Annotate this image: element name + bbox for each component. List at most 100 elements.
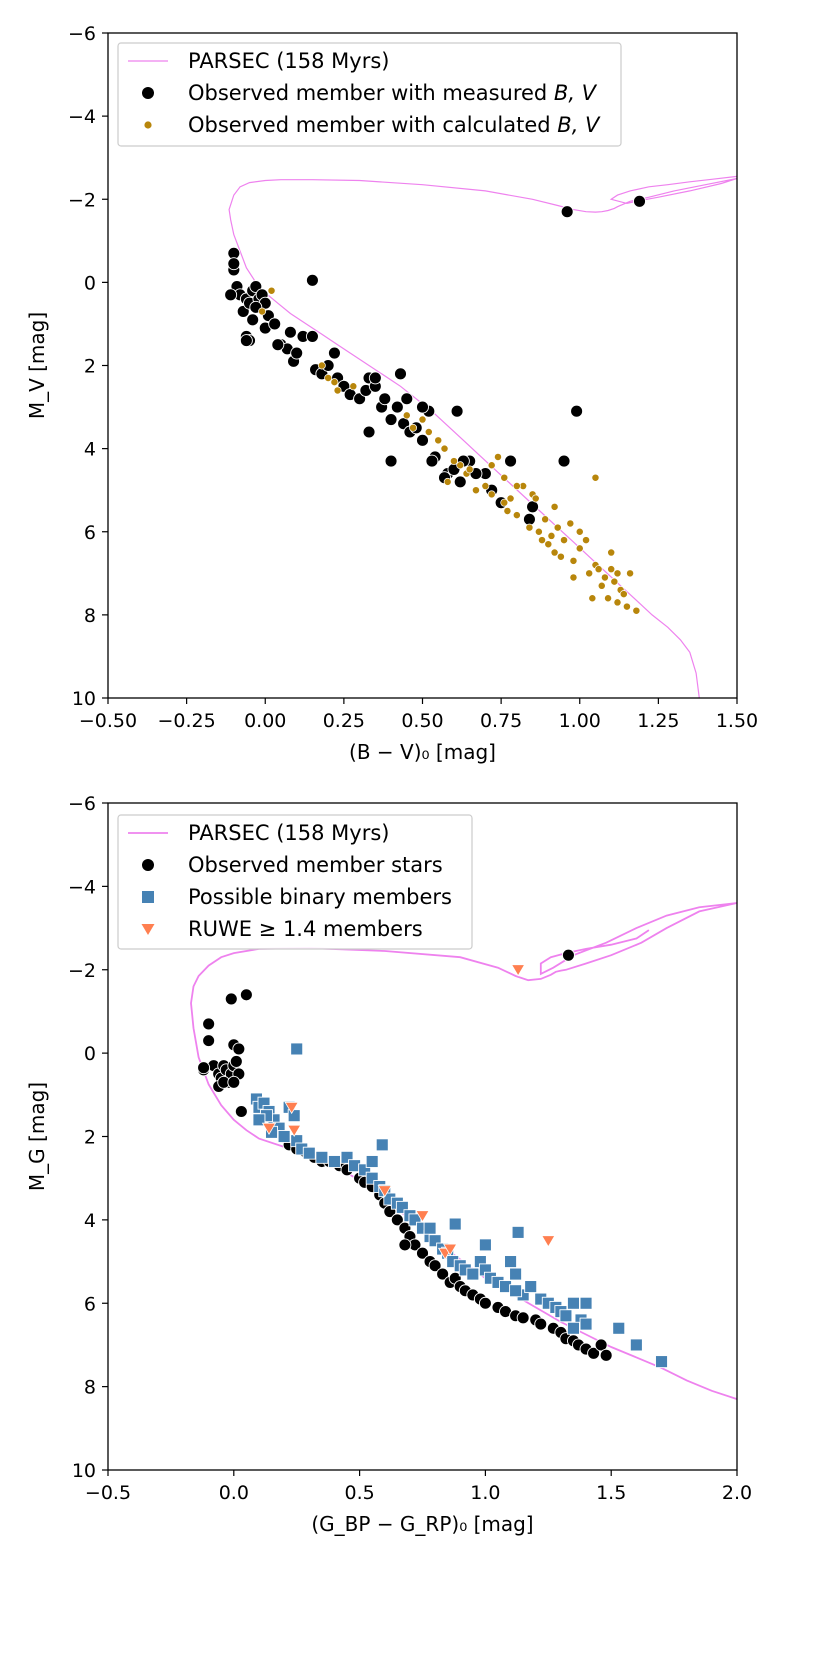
data-point <box>239 334 253 348</box>
y-tick-label: 0 <box>84 1043 96 1065</box>
data-point <box>522 512 536 526</box>
isochrone-line <box>228 175 737 698</box>
data-point <box>472 486 480 495</box>
top-y-ticks: −6 −4 −2 0 2 4 6 8 10 <box>68 23 108 710</box>
data-point <box>597 581 606 590</box>
y-tick-label: 2 <box>84 356 96 378</box>
legend-label: Observed member stars <box>188 853 443 877</box>
top-y-axis-label: M_V [mag] <box>25 312 49 419</box>
data-point <box>284 1101 299 1115</box>
data-point <box>202 1017 216 1031</box>
bottom-y-axis-label: M_G [mag] <box>25 1082 49 1191</box>
data-point <box>283 325 297 339</box>
data-point <box>541 1235 556 1248</box>
y-tick-label: 10 <box>72 1460 96 1482</box>
data-point <box>268 317 282 331</box>
data-point <box>516 1311 530 1325</box>
x-tick-label: 1.5 <box>596 1482 626 1504</box>
y-tick-label: 4 <box>84 439 96 461</box>
legend-box <box>117 814 473 950</box>
x-tick-label: 1.25 <box>637 710 679 732</box>
data-point <box>567 1296 580 1310</box>
x-tick-label: 0.75 <box>480 710 522 732</box>
data-point <box>418 415 427 424</box>
data-point <box>267 286 276 295</box>
bottom-y-ticks: −6 −4 −2 0 2 4 6 8 10 <box>68 793 108 1482</box>
x-tick-label: 1.50 <box>716 710 758 732</box>
data-point <box>587 1346 601 1360</box>
data-point <box>594 1338 608 1352</box>
data-point <box>271 338 285 352</box>
data-point <box>557 454 571 468</box>
data-point <box>377 1185 392 1198</box>
data-point <box>607 548 616 557</box>
data-point <box>224 992 238 1006</box>
data-point <box>561 948 575 962</box>
data-point <box>494 452 502 461</box>
top-points-layer <box>224 194 646 615</box>
data-point <box>277 1130 291 1143</box>
data-point <box>442 1243 458 1256</box>
data-point <box>550 548 559 557</box>
data-point <box>375 1138 389 1152</box>
data-point <box>600 573 609 582</box>
data-point <box>579 1317 593 1331</box>
y-tick-label: 2 <box>84 1127 96 1149</box>
data-point <box>512 511 521 520</box>
x-tick-label: 0.5 <box>344 1482 374 1504</box>
data-point <box>655 1355 668 1369</box>
bottom-panel-cmd-gaia: −0.5 0.0 0.5 1.0 1.5 2.0 −6 −4 −2 0 2 4 6 8 10 (G_BP … <box>25 793 752 1536</box>
y-tick-label: −2 <box>68 960 96 982</box>
data-point <box>503 507 512 515</box>
data-point <box>567 1321 580 1335</box>
bottom-x-ticks: −0.5 0.0 0.5 1.0 1.5 2.0 <box>85 1470 752 1504</box>
y-tick-label: 8 <box>84 1377 96 1399</box>
data-point <box>481 482 490 490</box>
data-point <box>512 482 521 490</box>
data-point <box>525 523 534 532</box>
data-point <box>365 1155 379 1168</box>
data-point <box>416 400 429 414</box>
data-point <box>398 1238 412 1252</box>
data-point <box>559 1309 573 1323</box>
data-point <box>622 602 631 611</box>
data-point <box>290 1042 304 1056</box>
data-point <box>456 461 465 470</box>
data-point <box>556 552 565 561</box>
data-point <box>553 523 562 532</box>
data-point <box>394 367 407 381</box>
data-point <box>440 444 449 453</box>
data-point <box>500 473 509 482</box>
data-point <box>390 400 404 414</box>
legend-label: Possible binary members <box>188 885 452 909</box>
data-point <box>227 1075 241 1089</box>
data-point <box>531 494 540 503</box>
data-point <box>604 594 613 603</box>
data-point <box>575 527 584 536</box>
y-tick-label: −4 <box>68 106 96 128</box>
x-tick-label: 1.00 <box>559 710 601 732</box>
data-point <box>524 1280 538 1294</box>
legend-marker <box>142 87 154 99</box>
y-tick-label: 6 <box>84 1293 96 1315</box>
legend-marker <box>142 859 154 871</box>
data-point <box>534 1317 548 1331</box>
data-point <box>423 1221 437 1235</box>
x-tick-label: −0.50 <box>79 710 137 732</box>
data-point <box>544 540 553 549</box>
y-tick-label: −6 <box>68 793 96 815</box>
data-point <box>390 1213 404 1227</box>
data-point <box>585 569 594 578</box>
y-tick-label: 0 <box>84 272 96 294</box>
legend-label: PARSEC (158 Myrs) <box>188 49 389 73</box>
data-point <box>290 346 304 360</box>
data-point <box>500 498 509 507</box>
data-point <box>425 454 439 468</box>
data-point <box>400 392 414 406</box>
data-point <box>234 1105 248 1118</box>
data-point <box>526 500 540 514</box>
data-point <box>286 1124 302 1138</box>
legend-marker <box>142 891 154 903</box>
data-point <box>415 1210 430 1223</box>
data-point <box>402 411 411 420</box>
